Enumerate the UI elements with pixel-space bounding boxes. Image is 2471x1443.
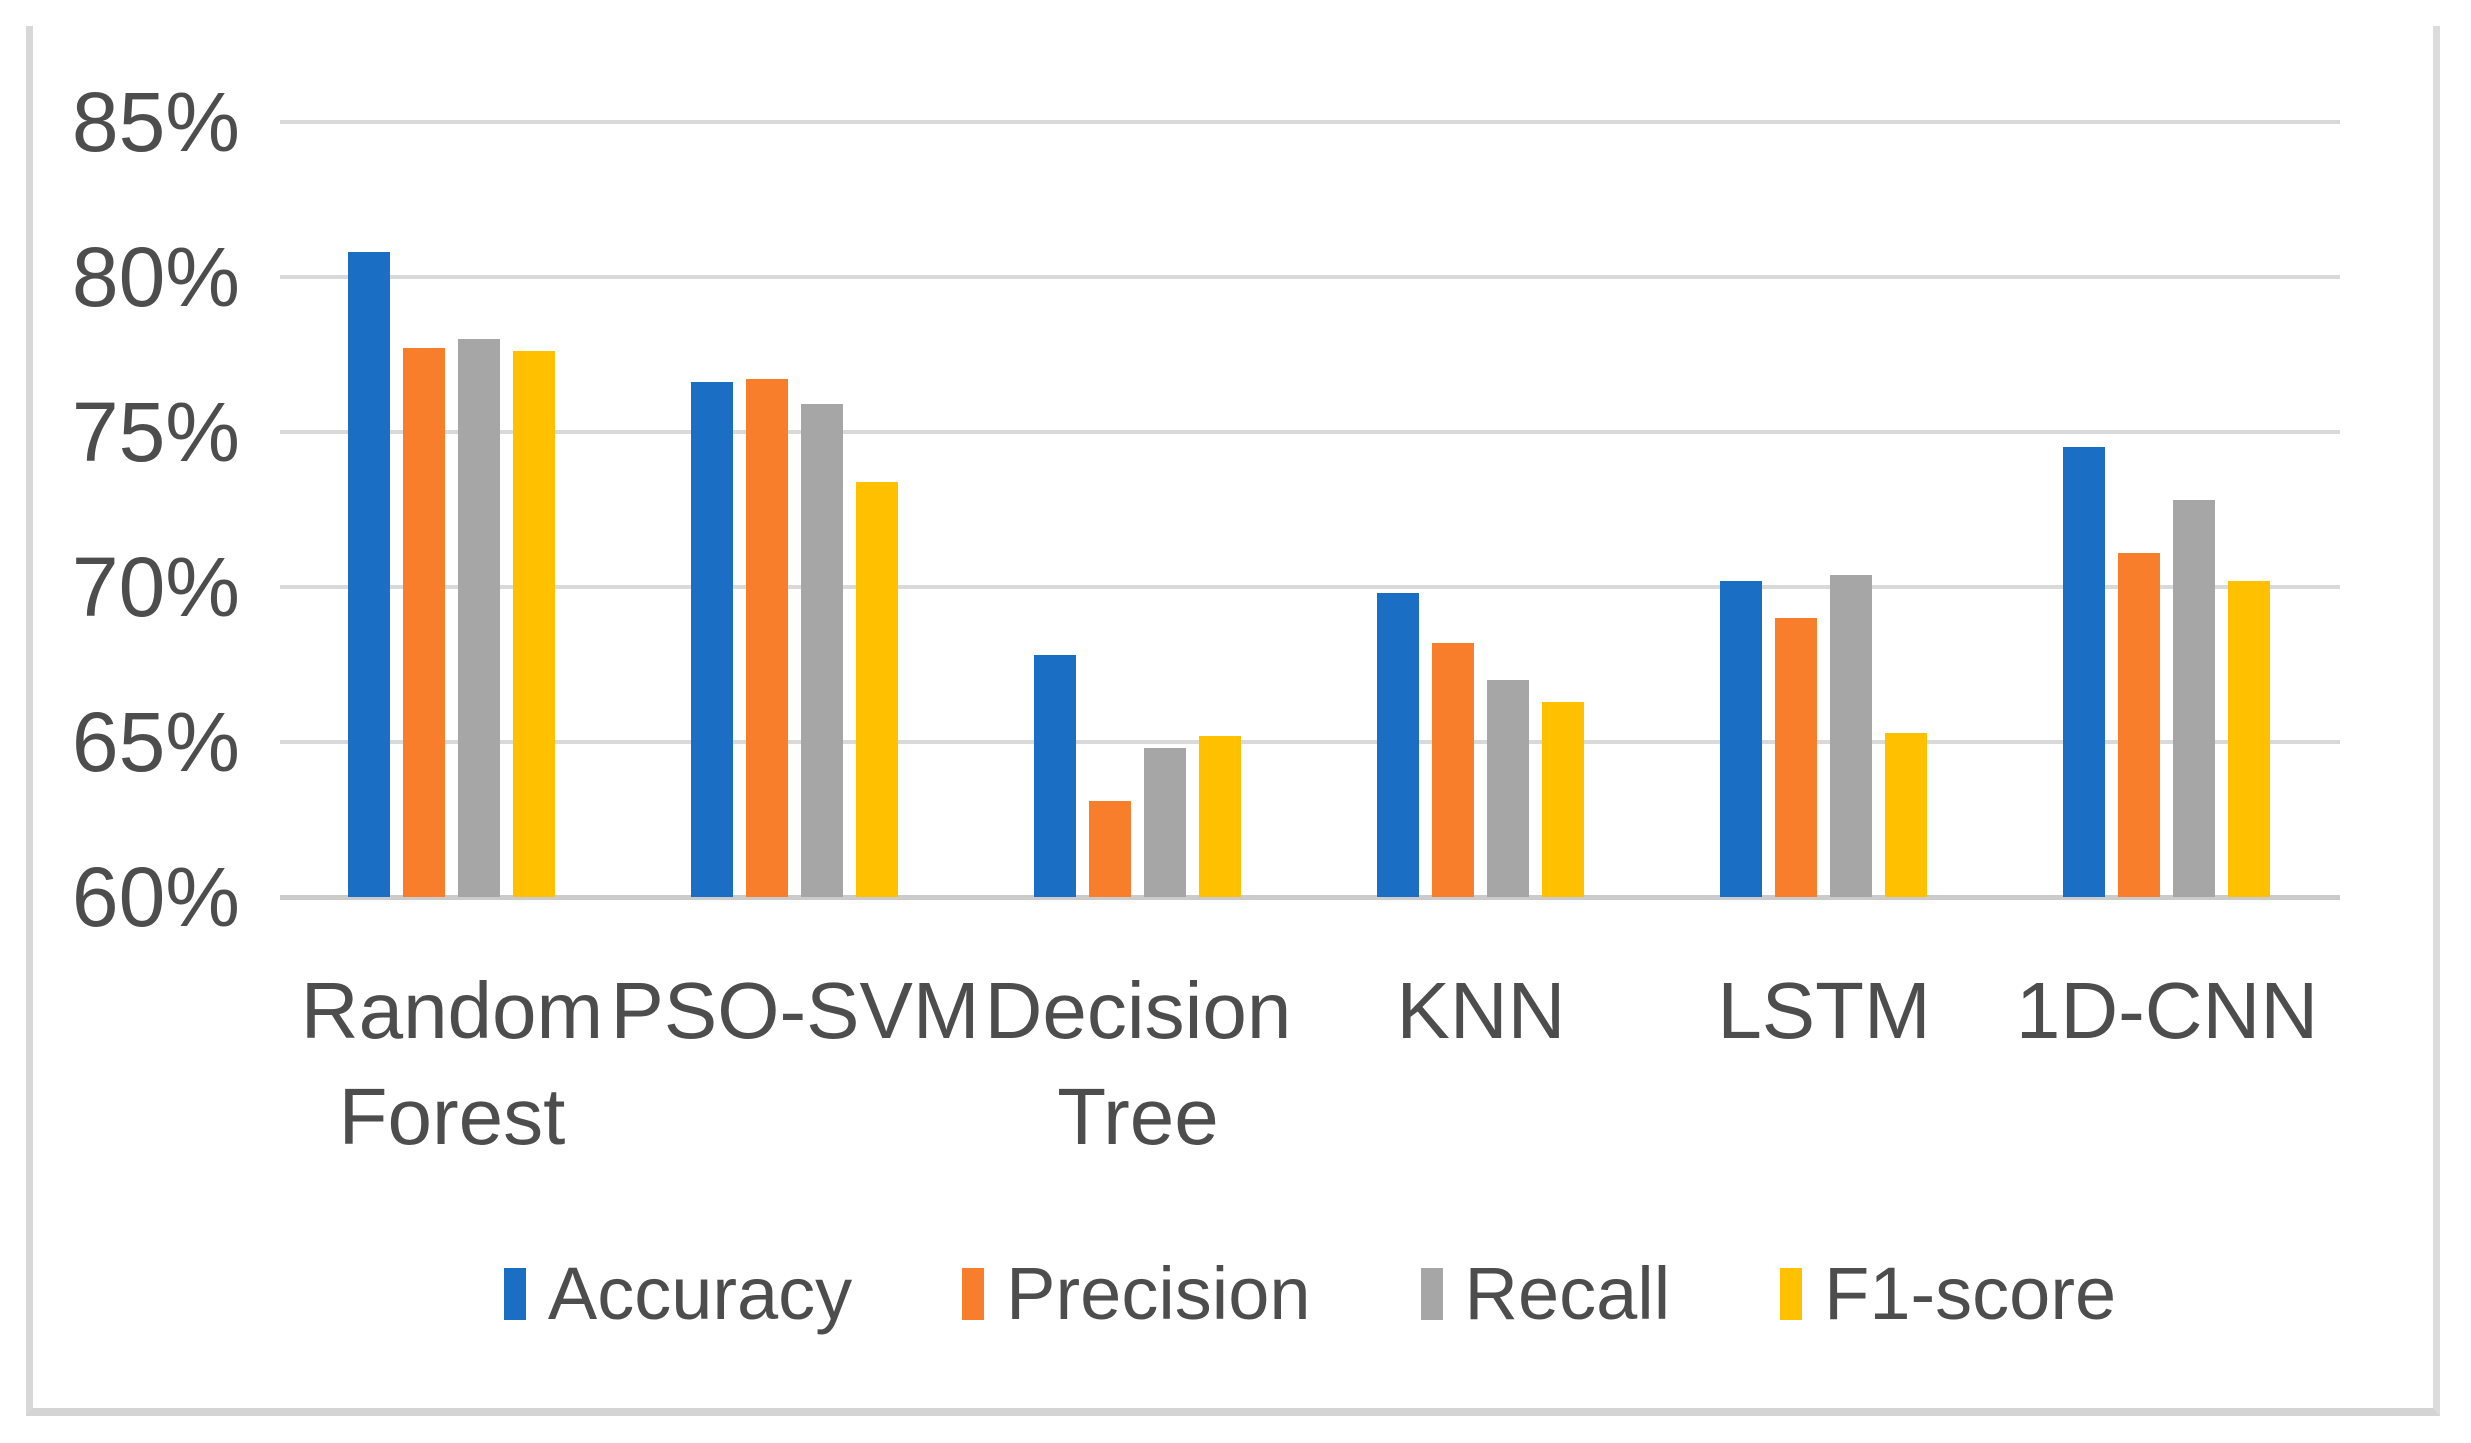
x-category-label: Decision Tree — [984, 966, 1292, 1161]
bar-f1-score-2 — [856, 482, 898, 897]
bar-precision-2 — [746, 379, 788, 897]
bar-recall-3 — [1144, 748, 1186, 897]
bar-precision-3 — [1089, 801, 1131, 897]
bar-accuracy-6 — [2063, 447, 2105, 897]
y-tick-label: 75% — [71, 385, 240, 479]
y-tick-label: 80% — [71, 230, 240, 324]
bar-f1-score-3 — [1199, 736, 1241, 897]
x-category-label: PSO-SVM — [610, 966, 980, 1055]
bar-accuracy-5 — [1720, 581, 1762, 897]
bar-precision-1 — [403, 348, 445, 897]
bar-recall-6 — [2173, 500, 2215, 897]
gridline — [280, 430, 2340, 434]
legend-swatch-precision — [962, 1268, 985, 1320]
bar-precision-4 — [1432, 643, 1474, 897]
x-axis-line — [280, 895, 2340, 900]
chart-frame — [26, 26, 2440, 1416]
y-tick-label: 70% — [71, 540, 240, 634]
y-tick-label: 85% — [71, 75, 240, 169]
legend-label: Accuracy — [547, 1252, 853, 1335]
bar-recall-1 — [458, 339, 500, 897]
y-tick-label: 60% — [71, 850, 240, 944]
legend-swatch-f1-score — [1780, 1268, 1803, 1320]
legend-item-precision: Precision — [962, 1252, 1311, 1335]
legend-label: Precision — [1006, 1252, 1311, 1335]
legend-label: Recall — [1464, 1252, 1671, 1335]
bar-recall-5 — [1830, 575, 1872, 897]
x-category-label: LSTM — [1717, 966, 1931, 1055]
bar-f1-score-6 — [2228, 581, 2270, 897]
bar-precision-5 — [1775, 618, 1817, 897]
legend-label: F1-score — [1824, 1252, 2117, 1335]
legend-swatch-recall — [1420, 1268, 1443, 1320]
x-category-label: KNN — [1396, 966, 1566, 1055]
x-category-label: 1D-CNN — [2015, 966, 2319, 1055]
legend-item-accuracy: Accuracy — [503, 1252, 853, 1335]
legend-swatch-accuracy — [503, 1268, 526, 1320]
bar-f1-score-1 — [513, 351, 555, 897]
legend: Accuracy Precision Recall F1-score — [280, 1254, 2340, 1334]
bar-f1-score-4 — [1542, 702, 1584, 897]
bar-recall-4 — [1487, 680, 1529, 897]
gridline — [280, 585, 2340, 589]
gridline — [280, 120, 2340, 124]
bar-f1-score-5 — [1885, 733, 1927, 897]
bar-accuracy-4 — [1377, 593, 1419, 897]
gridline — [280, 275, 2340, 279]
legend-item-recall: Recall — [1420, 1252, 1671, 1335]
bar-accuracy-3 — [1034, 655, 1076, 897]
legend-item-f1-score: F1-score — [1780, 1254, 2116, 1334]
bar-accuracy-1 — [348, 252, 390, 897]
bar-precision-6 — [2118, 553, 2160, 897]
gridline — [280, 740, 2340, 744]
bar-recall-2 — [801, 404, 843, 897]
bar-accuracy-2 — [691, 382, 733, 897]
x-category-label: Random Forest — [300, 966, 604, 1161]
y-tick-label: 65% — [71, 695, 240, 789]
